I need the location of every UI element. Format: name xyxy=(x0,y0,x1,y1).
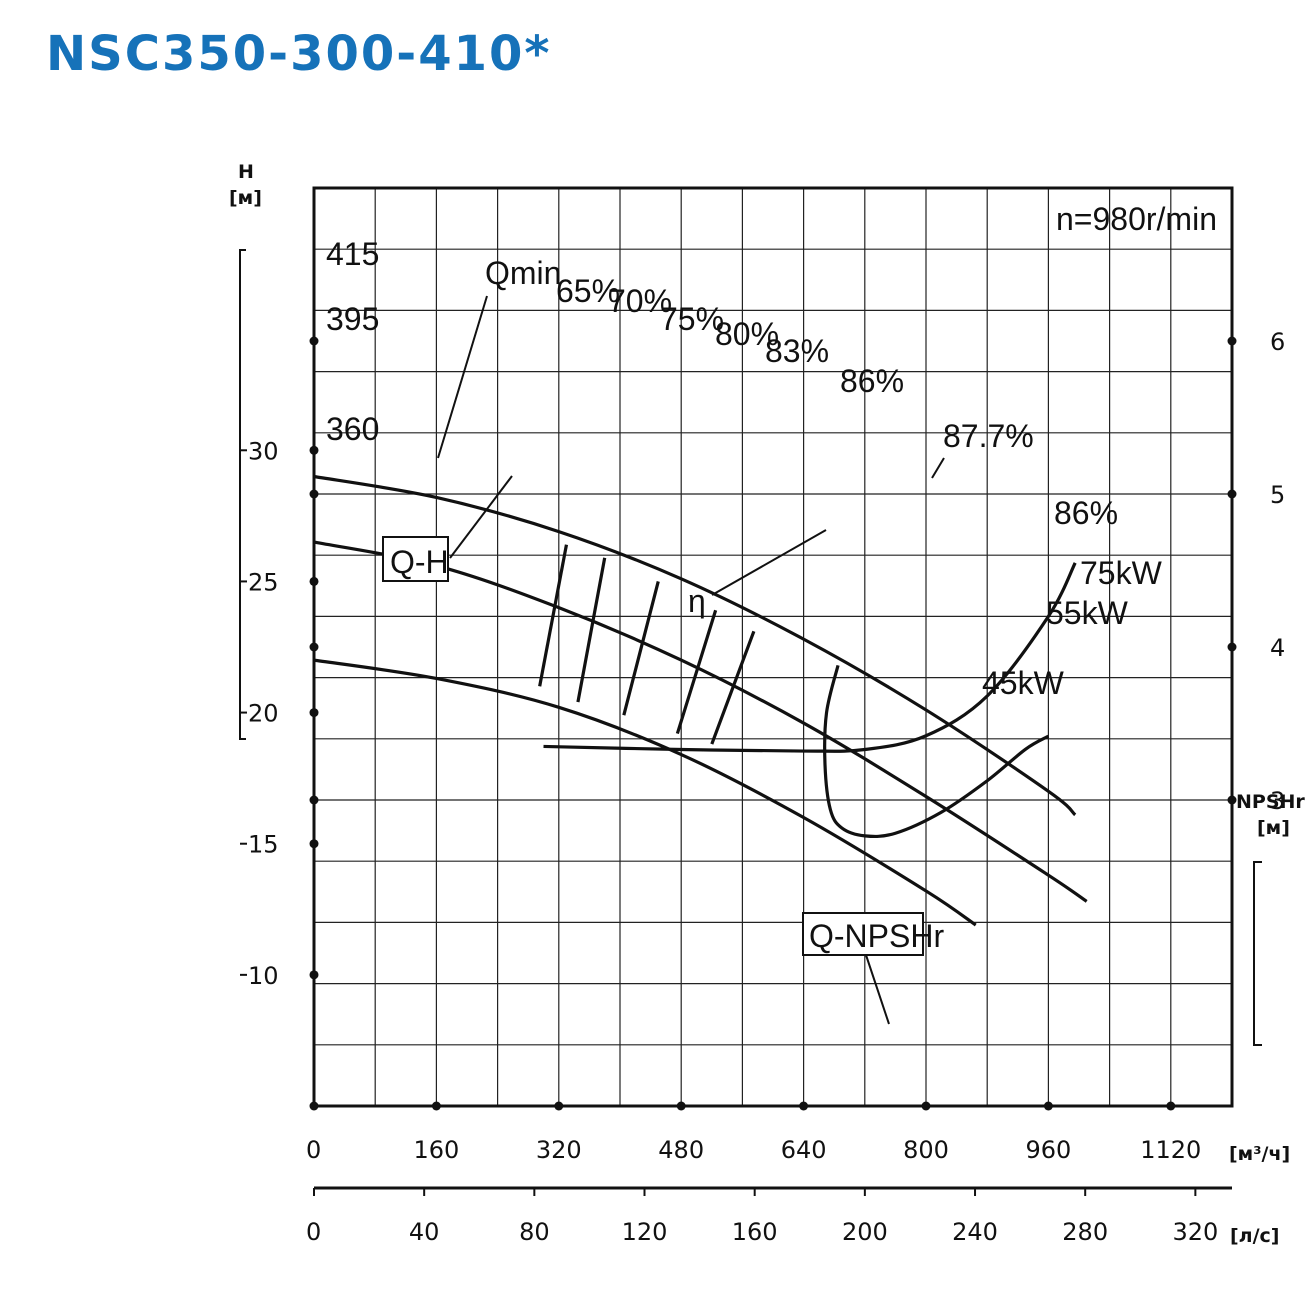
x-tick-label: 640 xyxy=(781,1136,827,1164)
x2-tick-label: 160 xyxy=(732,1218,778,1246)
y-axis-dot xyxy=(309,708,319,718)
x-tick-label: 0 xyxy=(306,1136,321,1164)
y-axis-unit: [м] xyxy=(229,187,262,209)
x-axis-dot xyxy=(309,1101,319,1111)
x-axis-dot xyxy=(921,1101,931,1111)
npsh-tick-label: 5 xyxy=(1270,481,1285,509)
qmin-leader xyxy=(437,295,488,459)
x2-tick-label: 0 xyxy=(306,1218,321,1246)
npsh-tick-label: 6 xyxy=(1270,328,1285,356)
curve-label-360: 360 xyxy=(326,411,379,447)
npsh-axis-dot-right xyxy=(1227,795,1237,805)
npsh-tick-label: 4 xyxy=(1270,634,1285,662)
qh-label: Q-H xyxy=(390,544,449,580)
x-axis-dot xyxy=(676,1101,686,1111)
npsh-axis-dot xyxy=(309,336,319,346)
h-axis-bracket xyxy=(239,249,246,740)
x2-tick-label: 280 xyxy=(1062,1218,1108,1246)
efficiency-line-70 xyxy=(576,557,607,703)
npsh-axis-dot-right xyxy=(1227,642,1237,652)
y-axis-dot xyxy=(309,576,319,586)
eff-label-83: 83% xyxy=(765,333,829,369)
x-axis-dot xyxy=(1166,1101,1176,1111)
axis-dots xyxy=(309,336,1237,1111)
qnpsh-label-box xyxy=(802,912,924,956)
y-tick-label: 30 xyxy=(248,437,279,465)
npsh-axis-dot-right xyxy=(1227,336,1237,346)
chart-title: NSC350-300-410* xyxy=(46,26,552,82)
speed-label: n=980r/min xyxy=(1056,201,1217,237)
efficiency-line-83 xyxy=(710,630,756,745)
power-label-55kw: 55kW xyxy=(1046,595,1129,631)
qnpsh-label: Q-NPSHr xyxy=(809,918,944,954)
power-label-45kw: 45kW xyxy=(982,665,1065,701)
y-tick-label: 25 xyxy=(248,568,279,596)
x-tick-label: 1120 xyxy=(1140,1136,1201,1164)
eff-label-87-7: 87.7% xyxy=(943,418,1034,454)
efficiency-line-65 xyxy=(538,544,569,687)
x-tick-label: 160 xyxy=(413,1136,459,1164)
y-tick-label: 20 xyxy=(248,700,279,728)
y-axis-dot xyxy=(309,970,319,980)
qh-leader xyxy=(449,475,513,559)
x-tick-label: 800 xyxy=(903,1136,949,1164)
qh-curve-360 xyxy=(313,658,977,927)
eff-label-70: 70% xyxy=(608,283,672,319)
x-axis-label: [м³/ч] xyxy=(1229,1143,1290,1165)
eff-label-80: 80% xyxy=(715,316,779,352)
npsh-axis-label: NPSHr xyxy=(1236,791,1305,813)
x2-tick-label: 240 xyxy=(952,1218,998,1246)
npsh-axis-bracket xyxy=(1253,861,1262,1046)
efficiency-line-75 xyxy=(622,581,660,716)
y-axis-label: H xyxy=(238,161,254,183)
curve-label-415: 415 xyxy=(326,236,379,272)
x2-tick-label: 40 xyxy=(409,1218,440,1246)
eff-label-86-right: 86% xyxy=(1054,495,1118,531)
x-tick-label: 320 xyxy=(536,1136,582,1164)
x-axis-dot xyxy=(799,1101,809,1111)
y-axis-dot xyxy=(309,839,319,849)
efficiency-loop-86 xyxy=(823,664,1050,839)
eff-label-65: 65% xyxy=(556,273,620,309)
eta-label: η xyxy=(688,583,706,619)
npsh-axis-dot xyxy=(309,795,319,805)
y-axis-dot xyxy=(309,445,319,455)
qh-label-box xyxy=(382,536,449,582)
x2-tick-label: 120 xyxy=(622,1218,668,1246)
eff-87-7-leader xyxy=(931,457,945,479)
qnpsh-leader xyxy=(865,954,890,1025)
x2-tick-label: 320 xyxy=(1172,1218,1218,1246)
y-tick-label: 10 xyxy=(248,962,279,990)
y-tick-label: 15 xyxy=(248,831,279,859)
npsh-axis-dot-right xyxy=(1227,489,1237,499)
npsh-tick-label: 3 xyxy=(1270,787,1285,815)
eta-leader xyxy=(711,529,827,596)
npsh-axis-dot xyxy=(309,642,319,652)
x2-tick-label: 80 xyxy=(519,1218,550,1246)
x2-axis-label: [л/с] xyxy=(1230,1225,1280,1247)
chart-grid xyxy=(314,188,1232,1106)
x-axis-dot xyxy=(1043,1101,1053,1111)
curve-label-395: 395 xyxy=(326,301,379,337)
efficiency-line-80 xyxy=(675,609,718,735)
x-tick-label: 480 xyxy=(658,1136,704,1164)
npsh-curve xyxy=(543,562,1077,753)
qh-curve-415 xyxy=(313,474,1077,817)
power-label-75kw: 75kW xyxy=(1080,555,1163,591)
x-axis-dot xyxy=(431,1101,441,1111)
x-tick-label: 960 xyxy=(1025,1136,1071,1164)
qmin-label: Qmin xyxy=(485,255,561,291)
x2-tick-label: 200 xyxy=(842,1218,888,1246)
npsh-axis-unit: [м] xyxy=(1257,817,1290,839)
eff-label-75: 75% xyxy=(660,301,724,337)
eff-label-86-upper: 86% xyxy=(840,363,904,399)
npsh-axis-dot xyxy=(309,489,319,499)
x-axis-dot xyxy=(554,1101,564,1111)
